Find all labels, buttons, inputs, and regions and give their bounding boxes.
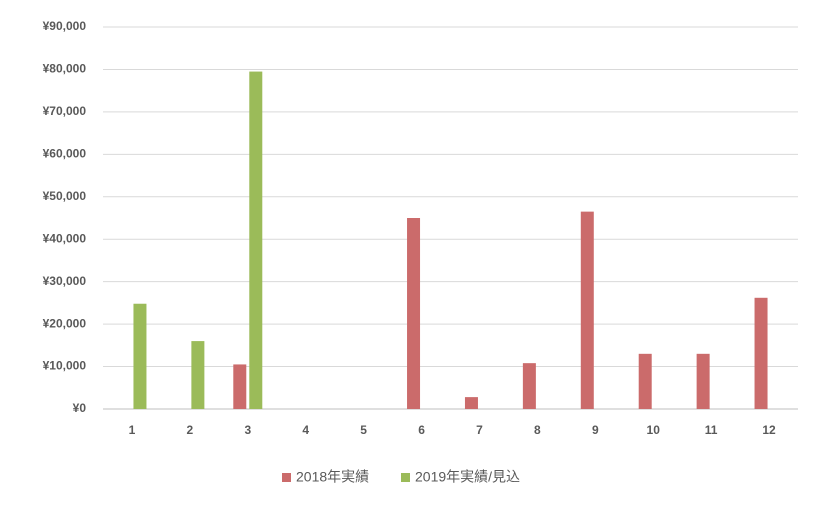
bar <box>638 353 652 409</box>
x-tick-label: 5 <box>360 423 367 437</box>
bar <box>580 211 594 409</box>
y-tick-label: ¥60,000 <box>43 147 87 161</box>
x-tick-label: 11 <box>705 423 718 437</box>
bar <box>522 363 536 409</box>
x-tick-label: 2 <box>187 423 194 437</box>
x-tick-label: 7 <box>476 423 483 437</box>
bar <box>407 218 421 409</box>
bar <box>464 397 478 409</box>
y-tick-label: ¥40,000 <box>43 231 87 245</box>
y-tick-label: ¥0 <box>73 401 87 415</box>
legend-swatch <box>401 473 410 482</box>
y-tick-label: ¥80,000 <box>43 62 87 76</box>
y-tick-label: ¥50,000 <box>43 189 87 203</box>
x-tick-label: 4 <box>302 423 309 437</box>
x-tick-label: 8 <box>534 423 541 437</box>
x-tick-label: 1 <box>129 423 136 437</box>
y-tick-label: ¥90,000 <box>43 19 87 33</box>
legend-label: 2019年実績/見込 <box>415 469 520 485</box>
legend-swatch <box>282 473 291 482</box>
bar <box>754 297 768 409</box>
x-tick-label: 9 <box>592 423 599 437</box>
bar <box>133 303 147 409</box>
bar <box>249 71 263 410</box>
x-tick-label: 12 <box>762 423 776 437</box>
bar <box>233 364 247 409</box>
y-tick-label: ¥70,000 <box>43 104 87 118</box>
x-tick-label: 3 <box>244 423 251 437</box>
legend-label: 2018年実績 <box>296 469 369 485</box>
y-tick-label: ¥30,000 <box>43 274 87 288</box>
bar <box>191 341 205 409</box>
x-tick-label: 6 <box>418 423 425 437</box>
y-tick-label: ¥10,000 <box>43 359 87 373</box>
bar <box>696 353 710 409</box>
x-tick-label: 10 <box>647 423 661 437</box>
y-tick-label: ¥20,000 <box>43 316 87 330</box>
